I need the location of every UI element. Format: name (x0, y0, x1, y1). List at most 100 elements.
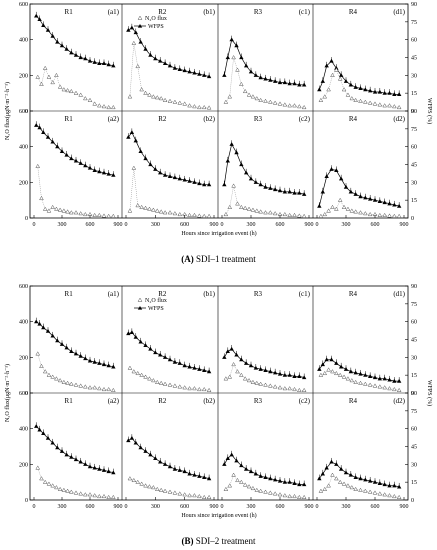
group-b-panel-2-wfps-point (225, 349, 230, 353)
group-a-panel-0-n2o-point (69, 88, 74, 94)
group-a-panel-4-n2o-point (78, 211, 83, 216)
group-a-panel-2-wfps-point (272, 78, 278, 83)
group-a-panel-0-wfps-point (45, 27, 51, 32)
group-b-panel-0-wfps-point (87, 358, 93, 363)
group-a-panel-4-n2o-point (69, 210, 74, 215)
group-a-panel-1-title: R2 (158, 8, 167, 16)
group-b-panel-3-wfps-point (372, 375, 378, 380)
group-b-panel-1-wfps-point (133, 334, 138, 339)
group-a-panel-5-n2o-point (162, 210, 168, 215)
group-a-panel-7-wfps-point (329, 166, 334, 171)
group-a-panel-4-wfps-point (106, 171, 111, 176)
group-b-panel-5-title: R2 (158, 397, 167, 405)
group-b-panel-7-title: R4 (349, 397, 358, 405)
group-a-panel-7-wfps-point (320, 189, 325, 194)
group-b-panel-2-wfps-point (229, 346, 234, 351)
group-a-panel-1-wfps-point (138, 39, 143, 44)
group-a-panel-1-n2o-point (158, 96, 164, 101)
group-b-panel-1-wfps-point (126, 331, 131, 336)
group-b-panel-3-n2o-point (358, 380, 363, 385)
group-a-panel-7-n2o-point (396, 213, 402, 218)
group-b-panel-1-wfps-point (138, 339, 143, 344)
group-a-panel-5-wfps-point (197, 181, 202, 186)
group-b-panel-2-wfps-point (282, 372, 288, 377)
group-a-x-tick-label: 0 (316, 222, 319, 228)
group-a-right-tick-label: 45 (411, 56, 417, 62)
group-a-panel-6-title: R3 (254, 115, 263, 123)
group-b-panel-7-wfps-point (338, 466, 344, 471)
group-b-panel-1-n2o-point (182, 385, 187, 390)
group-a-panel-7-wfps-point (387, 201, 392, 206)
group-a-panel-0-wfps-point (50, 33, 55, 38)
group-b-panel-5-wfps-point (138, 445, 143, 450)
group-b-panel-2-n2o-point (242, 376, 248, 381)
group-a-panel-4-wfps-point (50, 139, 55, 144)
group-a-xlabel: Hours since irrigation event (h) (181, 230, 256, 237)
group-a-panel-3-n2o-point (326, 87, 331, 92)
group-b-panel-6-n2o-point (292, 493, 297, 499)
group-a-panel-3-n2o-point (392, 104, 397, 109)
group-b-panel-6-n2o-point (231, 472, 236, 477)
group-a-panel-7-wfps-point (324, 174, 329, 178)
group-a-panel-1-wfps-point (197, 71, 202, 76)
group-a-panel-6-wfps-point (292, 190, 297, 195)
group-a-panel-1-tag: (b1) (203, 8, 215, 16)
group-b-panel-3-n2o-point (326, 367, 331, 372)
group-b-panel-6-title: R3 (254, 397, 263, 405)
group-b-x-tick-label: 900 (400, 504, 409, 510)
group-b-panel-6-wfps-point (234, 458, 239, 463)
group-b-panel-4-n2o-point (57, 486, 63, 491)
group-b-panel-7-n2o-point (341, 481, 347, 486)
group-b-panel-3-n2o-point (334, 370, 339, 376)
group-a-right-tick-label: 60 (411, 38, 417, 44)
group-b-panel-7-n2o-point (326, 483, 331, 488)
group-a-panel-2-wfps-point (282, 80, 288, 85)
group-a-panel-3-n2o-point (349, 96, 355, 101)
group-b-panel-1-n2o-point (151, 378, 156, 383)
group-b-x-tick-label: 0 (316, 504, 319, 510)
group-b-panel-4-wfps-point (55, 445, 60, 450)
group-a-panel-6-wfps-point (234, 150, 239, 155)
group-a-panel-0-wfps-point (41, 23, 46, 27)
group-b-panel-5-n2o-point (187, 493, 192, 498)
group-b-panel-5-wfps-point (187, 471, 192, 476)
group-b-panel-2-wfps-point (297, 374, 302, 378)
group-a-right-tick-label: 0 (411, 109, 414, 115)
group-a-panel-7-wfps-point (334, 168, 339, 173)
group-b-x-tick-label: 600 (276, 504, 285, 510)
group-b-x-tick-label: 0 (33, 504, 36, 510)
group-a-panel-1-wfps-point (192, 70, 197, 75)
group-a-panel-2-wfps-point (243, 63, 249, 68)
group-a-panel-5-n2o-point (187, 212, 192, 217)
group-b-panel-3-wfps-point (392, 378, 397, 383)
group-b-panel-7-n2o-point (387, 493, 392, 498)
group-a-panel-2-n2o-point (263, 98, 268, 103)
group-a-panel-0-n2o-point (111, 104, 116, 110)
group-b-panel-6-n2o-point (223, 486, 229, 491)
group-a-panel-7-n2o-point (345, 206, 351, 211)
group-b-panel-3-n2o-point (372, 383, 378, 388)
group-a-panel-4-wfps-point (45, 134, 51, 139)
group-b-panel-6-wfps-point (248, 469, 254, 474)
group-b-panel-7-n2o-point (358, 487, 363, 492)
group-b-panel-1-n2o-point (206, 387, 212, 392)
group-b-panel-5-n2o-point (201, 494, 207, 499)
group-b-panel-4-n2o-point (101, 493, 107, 499)
group-b-x-tick-label: 0 (221, 504, 224, 510)
group-a-panel-0-wfps-point (106, 62, 111, 67)
group-b-panel-4-n2o-point (97, 493, 102, 499)
group-b-panel-3-n2o-point (345, 376, 351, 381)
group-b-panel-6-wfps-point (297, 482, 302, 487)
group-b-panel-3-wfps-point (324, 357, 329, 362)
group-b-panel-4-n2o-point (35, 465, 41, 470)
group-b-panel-3-n2o-point (396, 387, 402, 392)
group-b-panel-0-wfps-point (83, 356, 88, 361)
group-b-panel-3-wfps-point (338, 364, 344, 369)
group-b-panel-5-n2o-point (143, 483, 148, 488)
group-a-panel-4-wfps-point (73, 158, 79, 163)
group-a-panel-5-n2o-point (172, 211, 178, 216)
group-a-panel-6-n2o-point (250, 207, 256, 212)
group-b-x-tick-label: 300 (151, 504, 160, 510)
group-b-panel-2-n2o-point (287, 386, 292, 391)
group-b-panel-2-n2o-point (297, 387, 302, 392)
